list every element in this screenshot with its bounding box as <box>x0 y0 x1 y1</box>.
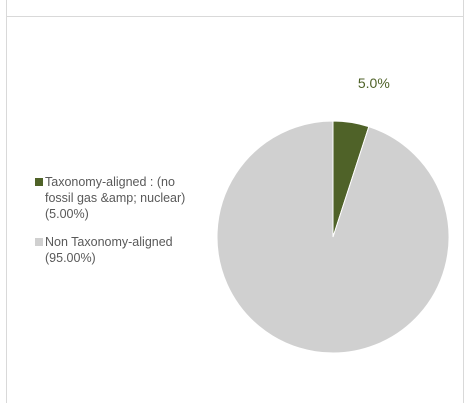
pie-data-label-0: 5.0% <box>358 75 390 91</box>
pie-slice-1 <box>217 121 449 353</box>
